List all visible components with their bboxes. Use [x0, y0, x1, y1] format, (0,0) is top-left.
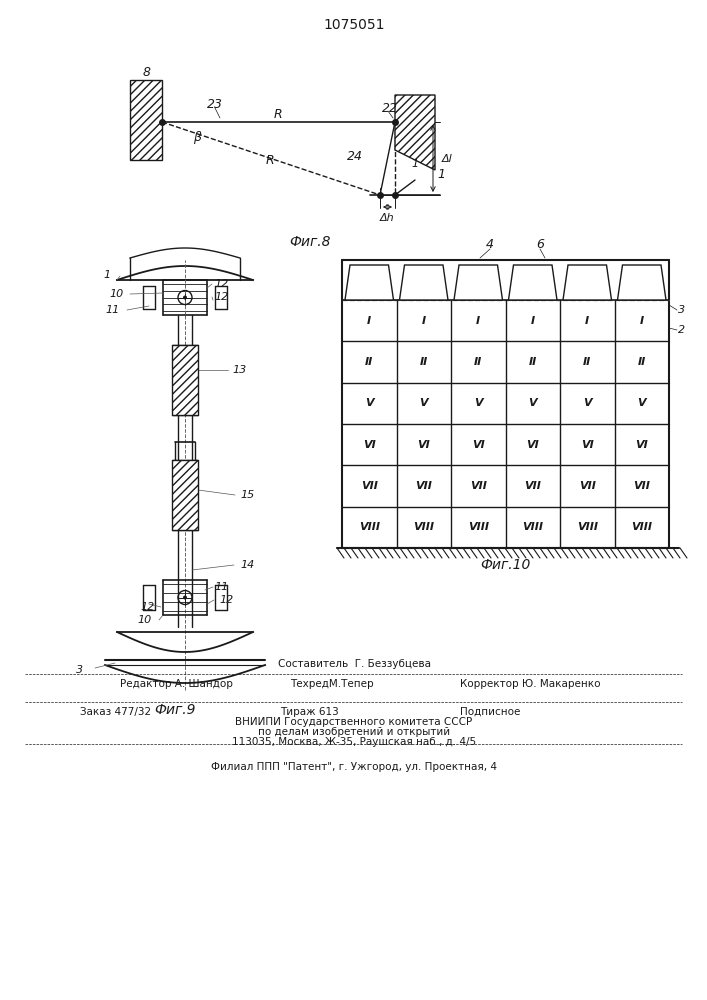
- Polygon shape: [345, 265, 394, 300]
- Text: VII: VII: [415, 481, 432, 491]
- Text: 4: 4: [486, 238, 494, 251]
- Text: R: R: [274, 108, 282, 121]
- Polygon shape: [172, 345, 198, 415]
- Text: I: I: [640, 316, 644, 326]
- Text: Составитель  Г. Беззубцева: Составитель Г. Беззубцева: [278, 659, 431, 669]
- Circle shape: [183, 296, 187, 300]
- Text: 22: 22: [382, 102, 398, 114]
- Polygon shape: [508, 265, 557, 300]
- Text: 14: 14: [241, 560, 255, 570]
- Text: 8: 8: [143, 66, 151, 79]
- Text: VIII: VIII: [631, 522, 653, 532]
- Text: V: V: [365, 398, 373, 408]
- Text: VIII: VIII: [414, 522, 434, 532]
- Text: VII: VII: [633, 481, 650, 491]
- Text: ВНИИПИ Государственного комитета СССР: ВНИИПИ Государственного комитета СССР: [235, 717, 472, 727]
- Text: 11: 11: [106, 305, 120, 315]
- Text: Фиг.9: Фиг.9: [154, 703, 196, 717]
- Text: V: V: [419, 398, 428, 408]
- Text: Заказ 477/32: Заказ 477/32: [80, 707, 151, 717]
- Text: V: V: [638, 398, 646, 408]
- Text: II: II: [583, 357, 591, 367]
- Text: VII: VII: [361, 481, 378, 491]
- Text: I: I: [531, 316, 534, 326]
- Text: 3: 3: [679, 305, 686, 315]
- Text: VI: VI: [363, 440, 375, 450]
- Polygon shape: [617, 265, 666, 300]
- Text: V: V: [583, 398, 592, 408]
- Text: 10: 10: [138, 615, 152, 625]
- Text: β: β: [193, 130, 201, 143]
- Text: II: II: [474, 357, 482, 367]
- Text: VI: VI: [581, 440, 594, 450]
- Text: 6: 6: [536, 238, 544, 251]
- Text: VI: VI: [636, 440, 648, 450]
- Text: Филиал ППП "Патент", г. Ужгород, ул. Проектная, 4: Филиал ППП "Патент", г. Ужгород, ул. Про…: [211, 762, 497, 772]
- Text: 1: 1: [411, 159, 419, 169]
- Text: Фиг.8: Фиг.8: [289, 235, 331, 249]
- Text: 1: 1: [437, 168, 445, 182]
- Text: 11: 11: [215, 582, 229, 592]
- Text: I: I: [585, 316, 590, 326]
- Text: VI: VI: [527, 440, 539, 450]
- Text: 2: 2: [679, 325, 686, 335]
- Text: V: V: [528, 398, 537, 408]
- Text: VIII: VIII: [522, 522, 543, 532]
- Text: 12: 12: [220, 595, 234, 605]
- Text: VI: VI: [472, 440, 484, 450]
- Text: Фиг.10: Фиг.10: [480, 558, 530, 572]
- Text: I: I: [421, 316, 426, 326]
- Text: VIII: VIII: [358, 522, 380, 532]
- Text: 13: 13: [233, 365, 247, 375]
- Text: Редактор А. Шандор: Редактор А. Шандор: [120, 679, 233, 689]
- Text: VIII: VIII: [468, 522, 489, 532]
- Text: II: II: [529, 357, 537, 367]
- Polygon shape: [172, 460, 198, 530]
- Text: Корректор Ю. Макаренко: Корректор Ю. Макаренко: [460, 679, 600, 689]
- Text: I: I: [477, 316, 480, 326]
- Text: 1: 1: [103, 270, 110, 280]
- Text: 113035, Москва, Ж-35, Раушская наб., д. 4/5: 113035, Москва, Ж-35, Раушская наб., д. …: [232, 737, 476, 747]
- Circle shape: [183, 595, 187, 599]
- Text: I: I: [367, 316, 371, 326]
- Polygon shape: [454, 265, 503, 300]
- Polygon shape: [395, 95, 435, 170]
- Text: 3: 3: [76, 665, 83, 675]
- Polygon shape: [399, 265, 448, 300]
- Text: 12: 12: [215, 279, 229, 289]
- Text: II: II: [365, 357, 373, 367]
- Text: Подписное: Подписное: [460, 707, 520, 717]
- Text: 24: 24: [347, 150, 363, 163]
- Text: R: R: [266, 153, 274, 166]
- Text: V: V: [474, 398, 483, 408]
- Text: 1075051: 1075051: [323, 18, 385, 32]
- Text: 12: 12: [141, 602, 155, 612]
- Text: Тираж 613: Тираж 613: [280, 707, 339, 717]
- Text: VIII: VIII: [577, 522, 597, 532]
- Polygon shape: [130, 80, 162, 160]
- Text: 10: 10: [110, 289, 124, 299]
- Text: II: II: [638, 357, 646, 367]
- Text: VI: VI: [417, 440, 430, 450]
- Text: ТехредМ.Тепер: ТехредМ.Тепер: [290, 679, 373, 689]
- Text: VII: VII: [579, 481, 596, 491]
- Polygon shape: [563, 265, 612, 300]
- Text: VII: VII: [525, 481, 541, 491]
- Text: по делам изобретений и открытий: по делам изобретений и открытий: [258, 727, 450, 737]
- Text: 12: 12: [215, 292, 229, 302]
- Text: 15: 15: [241, 490, 255, 500]
- Text: 23: 23: [207, 99, 223, 111]
- Text: VII: VII: [470, 481, 486, 491]
- Text: Δl: Δl: [442, 154, 452, 164]
- Text: II: II: [420, 357, 428, 367]
- Text: Δh: Δh: [380, 213, 395, 223]
